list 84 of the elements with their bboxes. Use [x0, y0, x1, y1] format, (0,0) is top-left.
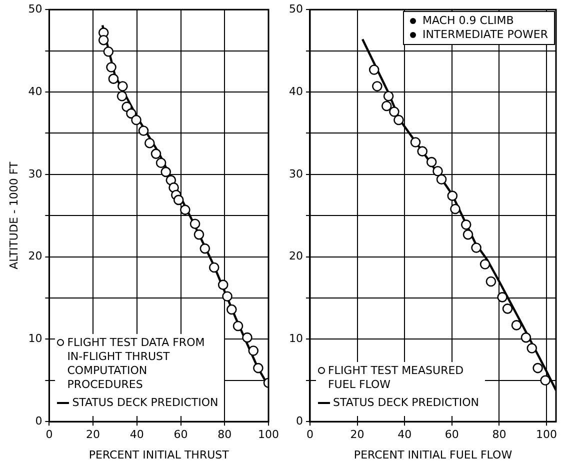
point [194, 229, 204, 240]
point [180, 204, 190, 215]
y-tick-label: 0 [35, 414, 42, 428]
point [460, 220, 472, 230]
point [248, 346, 259, 356]
point [232, 320, 244, 332]
y-tick-label: 0 [296, 414, 303, 428]
y-tick-label: 10 [288, 332, 303, 346]
point [144, 138, 155, 148]
point [502, 304, 513, 314]
legend-label: FLIGHT TEST DATA FROM IN-FLIGHT THRUST COMPUTATION PROCEDURES [67, 336, 206, 392]
point [98, 34, 109, 46]
point [532, 362, 543, 374]
point [253, 362, 264, 374]
point [226, 304, 237, 315]
point [383, 90, 394, 102]
y-tick-label: 50 [288, 2, 303, 16]
point [126, 108, 136, 119]
annotation: MACH 0.9 CLIMB [422, 14, 514, 28]
point [106, 62, 116, 72]
point [426, 156, 437, 168]
point [471, 242, 482, 253]
point [410, 137, 421, 148]
y-tick-label: 20 [28, 250, 42, 263]
y-tick-label: 40 [288, 84, 303, 98]
point [108, 74, 119, 84]
y-tick-label: 30 [28, 167, 42, 180]
x-tick-label: 20 [350, 428, 364, 442]
x-tick-label: 100 [536, 428, 558, 442]
y-tick-label: 10 [28, 332, 42, 346]
x-tick-label: 40 [398, 428, 412, 442]
x-tick-label: 40 [130, 428, 144, 442]
point [432, 166, 443, 176]
point [242, 332, 252, 343]
point [200, 243, 210, 254]
point [156, 158, 166, 168]
y-axis-title: ALTITUDE - 1000 FT [7, 162, 20, 270]
point [118, 81, 128, 92]
legend-label: STATUS DECK PREDICTION [72, 396, 218, 410]
point [160, 166, 172, 178]
point [511, 320, 522, 330]
point [218, 280, 228, 290]
x-tick-label: 60 [174, 428, 188, 442]
annotation: INTERMEDIATE POWER [422, 28, 548, 42]
point [497, 292, 508, 302]
y-tick-label: 50 [28, 2, 42, 16]
y-tick-label: 30 [288, 167, 303, 180]
legend-label: STATUS DECK PREDICTION [332, 396, 480, 410]
point [150, 148, 162, 159]
point [368, 64, 380, 75]
point [436, 174, 447, 184]
point [520, 332, 532, 343]
point [540, 375, 551, 386]
point [138, 126, 149, 136]
point [116, 90, 128, 102]
legend-label: FLIGHT TEST MEASURED FUEL FLOW [328, 364, 465, 392]
x-axis-title: PERCENT INITIAL THRUST [88, 448, 230, 462]
point [389, 106, 400, 117]
x-tick-label: 0 [306, 428, 314, 442]
y-tick-label: 40 [28, 84, 42, 98]
x-tick-label: 20 [86, 428, 100, 442]
point [208, 262, 220, 273]
point [372, 81, 382, 92]
point [417, 146, 428, 156]
point [173, 194, 184, 206]
point [462, 229, 474, 240]
y-tick-label: 20 [288, 250, 303, 263]
point [190, 218, 200, 229]
point [450, 204, 460, 214]
x-tick-label: 100 [258, 428, 279, 442]
point [222, 291, 232, 302]
x-tick-label: 80 [492, 428, 506, 442]
point [381, 100, 392, 112]
point [480, 259, 490, 270]
point [394, 114, 404, 126]
point [103, 46, 114, 57]
x-axis-title: PERCENT INITIAL FUEL FLOW [354, 448, 512, 462]
x-tick-label: 0 [46, 428, 53, 442]
point [131, 114, 142, 126]
point [486, 276, 496, 287]
x-tick-label: 80 [218, 428, 232, 442]
x-tick-label: 60 [444, 428, 459, 442]
point [447, 190, 458, 201]
point [526, 343, 538, 354]
